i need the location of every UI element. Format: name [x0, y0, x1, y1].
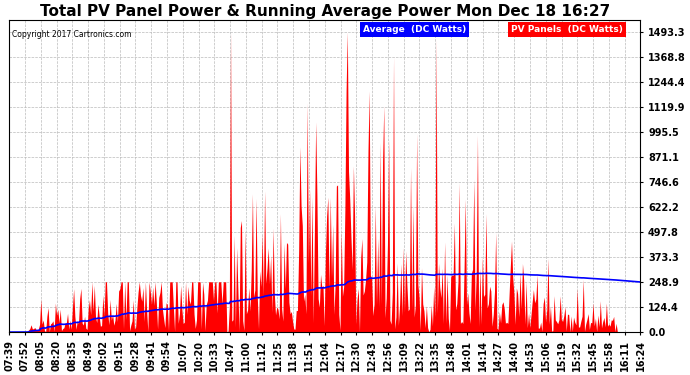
Text: PV Panels  (DC Watts): PV Panels (DC Watts): [511, 25, 623, 34]
Text: Average  (DC Watts): Average (DC Watts): [363, 25, 466, 34]
Text: Copyright 2017 Cartronics.com: Copyright 2017 Cartronics.com: [12, 30, 132, 39]
Title: Total PV Panel Power & Running Average Power Mon Dec 18 16:27: Total PV Panel Power & Running Average P…: [40, 4, 610, 19]
